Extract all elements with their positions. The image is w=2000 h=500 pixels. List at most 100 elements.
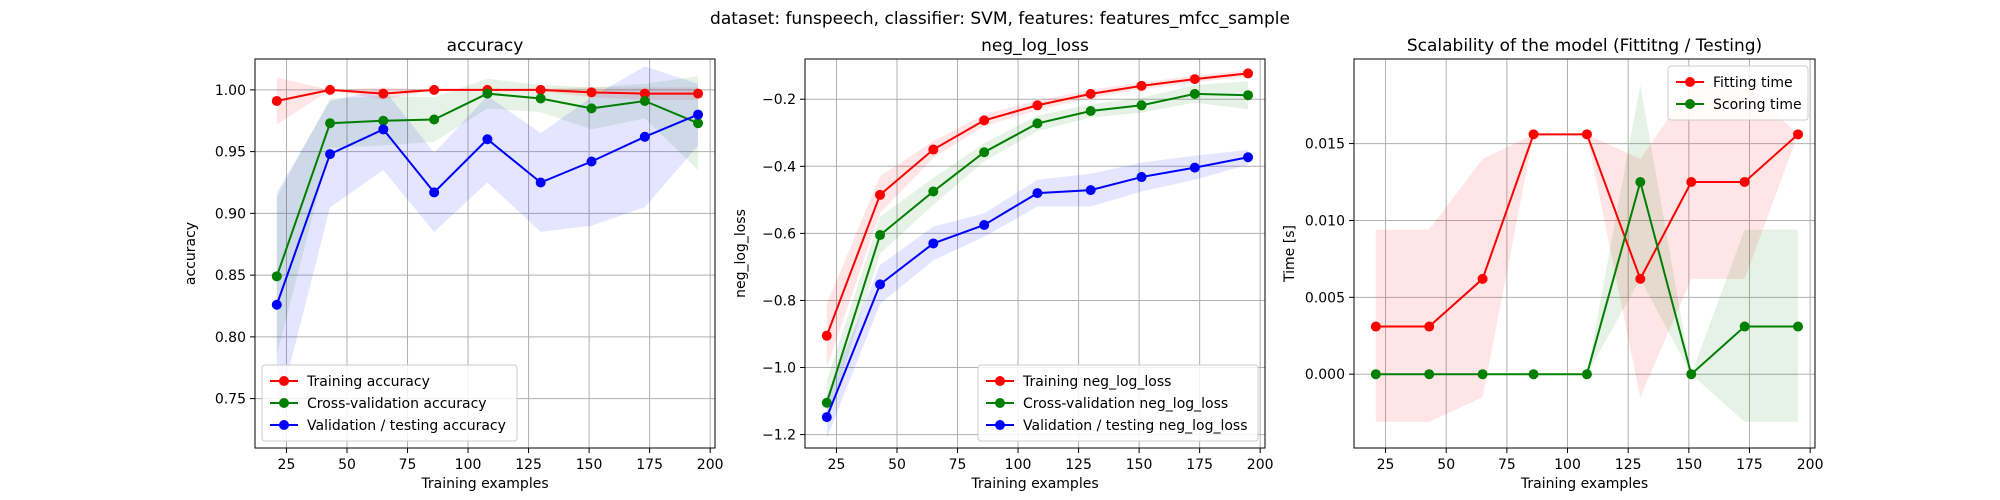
scoring-time-point xyxy=(1424,369,1435,380)
axes-frame xyxy=(804,58,1266,449)
plot-area xyxy=(271,66,704,418)
fitting-time-point xyxy=(1739,177,1750,188)
cross-validation-neg-log-loss-point xyxy=(928,186,939,197)
y-axis-label: neg_log_loss xyxy=(733,209,749,298)
x-axis-label: Training examples xyxy=(970,476,1098,492)
cross-validation-accuracy-point xyxy=(535,93,546,104)
validation-testing-accuracy-point xyxy=(482,134,493,145)
legend-swatch-marker xyxy=(995,398,1005,408)
y-axis-label: Time [s] xyxy=(1282,225,1298,283)
y-tick-label: 1.00 xyxy=(215,83,246,99)
validation-testing-neg-log-loss-point xyxy=(1189,162,1200,173)
x-tick-label: 100 xyxy=(1005,457,1032,473)
training-accuracy-point xyxy=(325,84,336,95)
cross-validation-accuracy-point xyxy=(271,271,282,282)
panel-title: neg_log_loss xyxy=(981,36,1089,56)
cross-validation-neg-log-loss-point xyxy=(1085,105,1096,116)
legend-swatch-marker xyxy=(995,376,1005,386)
x-tick-label: 100 xyxy=(1554,457,1581,473)
training-neg-log-loss-point xyxy=(1243,68,1254,79)
scoring-time-point xyxy=(1635,177,1646,188)
y-tick-label: 0.010 xyxy=(1305,213,1345,229)
cross-validation-accuracy-point xyxy=(639,95,650,106)
training-neg-log-loss-point xyxy=(821,330,832,341)
legend-entry: Fitting time xyxy=(1713,75,1793,91)
cross-validation-neg-log-loss-point xyxy=(1189,88,1200,99)
x-tick-label: 150 xyxy=(1126,457,1153,473)
legend-swatch-marker xyxy=(995,420,1005,430)
training-accuracy-point xyxy=(429,84,440,95)
plot-area xyxy=(1370,85,1804,422)
y-tick-label: −1.0 xyxy=(762,361,796,377)
legend-swatch-marker xyxy=(279,420,289,430)
x-tick-label: 100 xyxy=(455,457,482,473)
legend-entry: Validation / testing accuracy xyxy=(307,418,506,434)
scoring-time-point xyxy=(1370,369,1381,380)
x-tick-label: 75 xyxy=(949,457,967,473)
training-accuracy-point xyxy=(639,88,650,99)
training-neg-log-loss-point xyxy=(979,115,990,126)
y-tick-label: 0.85 xyxy=(215,268,246,284)
y-axis-label: accuracy xyxy=(183,222,199,285)
legend: Training neg_log_loss Cross-validation ne… xyxy=(977,364,1259,442)
cross-validation-accuracy-point xyxy=(586,103,597,114)
y-tick-label: −0.4 xyxy=(762,159,796,175)
scoring-time-point xyxy=(1477,369,1488,380)
validation-testing-accuracy-point xyxy=(693,109,704,120)
validation-testing-neg-log-loss-point xyxy=(875,279,886,290)
x-tick-label: 125 xyxy=(1615,457,1642,473)
validation-testing-neg-log-loss-point xyxy=(1136,172,1147,183)
x-tick-label: 200 xyxy=(1247,457,1274,473)
legend: Training accuracy Cross-validation accura… xyxy=(261,364,518,442)
fitting-time-point xyxy=(1424,321,1435,332)
x-tick-label: 50 xyxy=(338,457,356,473)
fitting-time-point xyxy=(1477,273,1488,284)
legend: Fitting time Scoring time xyxy=(1667,65,1809,121)
x-tick-label: 175 xyxy=(636,457,663,473)
training-accuracy-point xyxy=(271,95,282,106)
legend-swatch-marker xyxy=(279,398,289,408)
validation-testing-accuracy-point xyxy=(271,299,282,310)
scoring-time-point xyxy=(1739,321,1750,332)
validation-testing-accuracy-band xyxy=(276,66,699,418)
cross-validation-neg-log-loss-point xyxy=(821,397,832,408)
y-tick-label: 0.005 xyxy=(1305,290,1345,306)
legend-entry: Training accuracy xyxy=(306,374,430,390)
cross-validation-accuracy-point xyxy=(429,114,440,125)
cross-validation-accuracy-point xyxy=(482,88,493,99)
cross-validation-neg-log-loss-line xyxy=(825,92,1249,404)
validation-testing-accuracy-point xyxy=(429,187,440,198)
x-axis-label: Training examples xyxy=(420,476,548,492)
x-tick-label: 50 xyxy=(888,457,906,473)
x-tick-label: 25 xyxy=(828,457,846,473)
axes-frame xyxy=(254,58,716,449)
training-neg-log-loss-point xyxy=(1136,80,1147,91)
axes-frame xyxy=(1353,58,1816,449)
panel-title: accuracy xyxy=(447,36,524,56)
y-tick-label: 0.75 xyxy=(215,392,246,408)
training-neg-log-loss-point xyxy=(928,144,939,155)
x-tick-label: 25 xyxy=(278,457,296,473)
legend-entry: Scoring time xyxy=(1713,97,1802,113)
cross-validation-neg-log-loss-point xyxy=(1243,90,1254,101)
validation-testing-neg-log-loss-point xyxy=(1243,152,1254,163)
y-tick-label: 0.90 xyxy=(215,206,246,222)
legend-entry: Validation / testing neg_log_loss xyxy=(1023,418,1248,434)
fitting-time-point xyxy=(1793,129,1804,140)
legend-box xyxy=(1667,65,1809,121)
legend-box xyxy=(977,364,1259,442)
x-tick-label: 75 xyxy=(1498,457,1516,473)
y-tick-label: 0.95 xyxy=(215,145,246,161)
x-tick-label: 150 xyxy=(1675,457,1702,473)
cross-validation-neg-log-loss-point xyxy=(875,230,886,241)
scoring-time-point xyxy=(1581,369,1592,380)
fitting-time-point xyxy=(1635,273,1646,284)
legend-entry: Training neg_log_loss xyxy=(1022,374,1171,390)
x-axis-label: Training examples xyxy=(1520,476,1648,492)
plot-area xyxy=(821,68,1254,438)
validation-testing-accuracy-point xyxy=(378,124,389,135)
cross-validation-neg-log-loss-point xyxy=(979,147,990,158)
y-tick-label: 0.015 xyxy=(1305,137,1345,153)
legend-swatch-marker xyxy=(1685,77,1695,87)
legend-entry: Cross-validation accuracy xyxy=(307,396,487,412)
